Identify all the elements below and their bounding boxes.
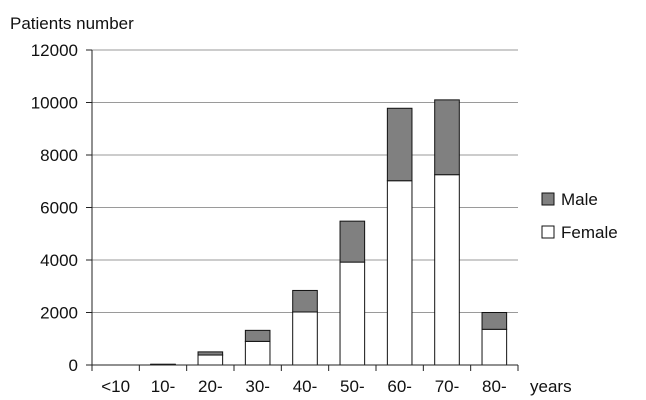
bar-male — [386, 107, 413, 182]
y-tick-label: 12000 — [31, 41, 78, 60]
y-tick-label: 6000 — [40, 199, 78, 218]
bar-female — [244, 340, 271, 366]
bar-female — [481, 328, 508, 366]
x-tick-label: 50- — [340, 377, 365, 396]
bar-male — [434, 99, 460, 176]
y-tick-label: 4000 — [40, 251, 78, 270]
bars — [150, 99, 508, 366]
y-axis: 0 2000 4000 6000 8000 10000 12000 — [31, 41, 93, 375]
y-tick-label: 0 — [69, 356, 78, 375]
y-tick-label: 8000 — [40, 146, 78, 165]
x-tick-label: 10- — [151, 377, 176, 396]
x-tick-label: 40- — [293, 377, 318, 396]
bar-male — [481, 312, 508, 330]
x-tick-label: 60- — [387, 377, 412, 396]
legend: Male Female — [541, 190, 618, 242]
x-tick-label: 70- — [435, 377, 460, 396]
x-tick-label: 30- — [245, 377, 270, 396]
legend-swatch-female — [541, 225, 555, 239]
bar-female — [292, 311, 318, 366]
x-axis: <10 10- 20- 30- 40- 50- 60- 70- 80- — [91, 364, 519, 396]
legend-label-male: Male — [561, 190, 598, 209]
x-tick-label: 80- — [482, 377, 507, 396]
bar-female — [434, 174, 460, 366]
y-tick-label: 2000 — [40, 304, 78, 323]
bar-female — [339, 261, 366, 366]
y-tick-label: 10000 — [31, 94, 78, 113]
x-tick-label: <10 — [101, 377, 130, 396]
bar-male — [197, 351, 224, 356]
bar-male — [244, 329, 271, 342]
bar-female — [197, 354, 224, 366]
bar-female — [386, 180, 413, 366]
bar-male — [292, 289, 318, 313]
y-axis-label: Patients number — [10, 14, 134, 33]
bar-male — [339, 220, 366, 263]
legend-swatch-male — [541, 192, 555, 206]
x-axis-label: years — [530, 377, 572, 396]
legend-label-female: Female — [561, 223, 618, 242]
x-tick-label: 20- — [198, 377, 223, 396]
